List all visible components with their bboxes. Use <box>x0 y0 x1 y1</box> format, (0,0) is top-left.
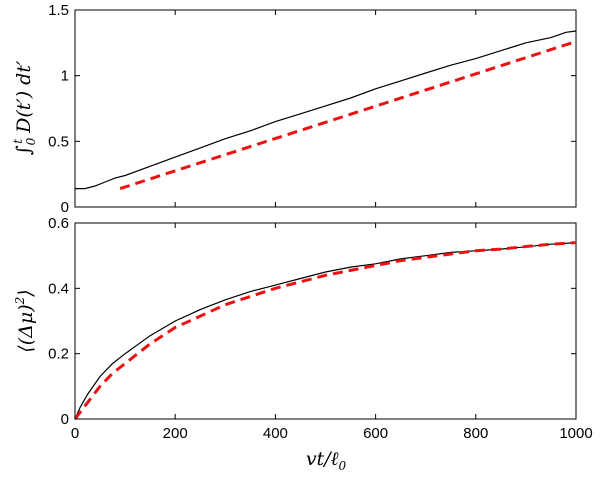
top-series-dashed-line <box>119 40 577 191</box>
top-ytick-label: 1.5 <box>48 2 69 19</box>
bottom-ytick-label: 0.6 <box>48 215 69 232</box>
bottom-ytick-label: 0.2 <box>48 346 69 363</box>
top-ylabel-integral: ∫ <box>13 145 35 155</box>
bottom-series-solid-line <box>74 242 577 420</box>
top-y-axis-label: ∫0t D(t′) dt′ <box>11 60 38 155</box>
top-ytick-label: 0.5 <box>48 133 69 150</box>
bottom-x-axis-label: vt/ℓ0 <box>306 448 347 473</box>
bottom-ticks-group: 0 0.2 0.4 0.6 0 200 400 600 800 1000 <box>48 215 593 442</box>
bottom-series-group <box>73 241 577 420</box>
top-panel: 00.511.5 ∫0t D(t′) dt′ <box>11 2 577 216</box>
bottom-ylabel-sup: 2 <box>13 297 27 306</box>
bottom-panel: 0 0.2 0.4 0.6 0 200 400 600 800 1000 ⟨(Δμ)2⟩ vt/ℓ… <box>13 215 593 473</box>
top-ytick-label: 1 <box>61 68 69 85</box>
bottom-plot-frame <box>74 222 577 420</box>
bottom-ylabel-close: ⟩ <box>15 289 37 297</box>
bottom-ytick-label: 0 <box>61 411 69 428</box>
bottom-y-axis-label: ⟨(Δμ)2⟩ <box>13 289 37 352</box>
bottom-ylabel-body: ⟨(Δμ) <box>15 304 37 352</box>
top-ylabel-body: D(t′) dt′ <box>13 60 35 139</box>
bottom-series-dashed-line <box>73 241 577 420</box>
top-series-group <box>75 30 577 191</box>
bottom-xtick-label: 200 <box>163 425 188 442</box>
bottom-xtick-label: 600 <box>363 425 388 442</box>
top-plot-frame <box>74 9 577 208</box>
top-ylabel-lower: 0 <box>24 137 38 145</box>
top-ylabel-upper: t <box>11 139 25 144</box>
bottom-xtick-label: 1000 <box>559 425 592 442</box>
bottom-xtick-label: 0 <box>71 425 79 442</box>
xlabel-body: vt/ℓ <box>306 448 339 470</box>
bottom-xtick-label: 800 <box>463 425 488 442</box>
bottom-ytick-label: 0.4 <box>48 280 69 297</box>
top-series-solid-line <box>75 30 577 190</box>
top-ytick-label: 0 <box>61 199 69 216</box>
xlabel-sub: 0 <box>339 459 347 473</box>
bottom-xtick-label: 400 <box>263 425 288 442</box>
top-ticks-group: 0 0.5 1 1.5 <box>48 2 577 216</box>
